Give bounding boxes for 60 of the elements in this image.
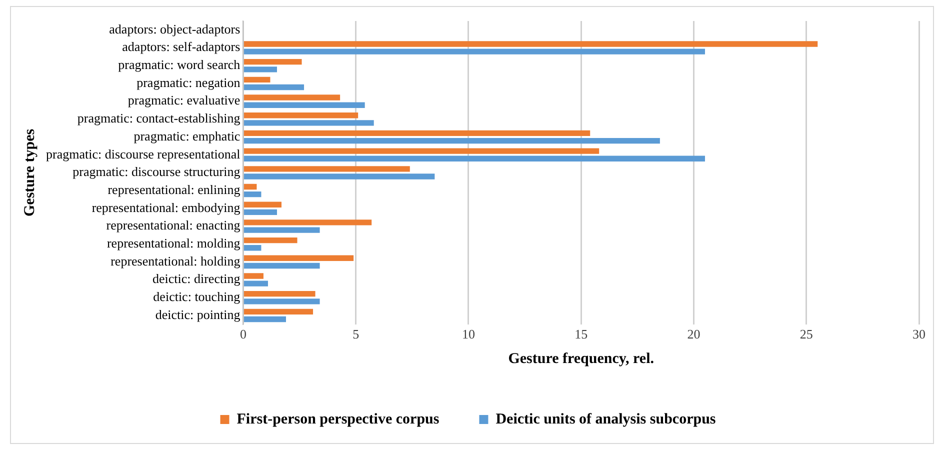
- bar: [244, 76, 270, 83]
- bar: [244, 112, 358, 118]
- y-tick-label: pragmatic: word search: [118, 57, 241, 72]
- y-tick-label: deictic: directing: [152, 271, 241, 286]
- y-tick-label: representational: holding: [110, 253, 241, 268]
- bar: [244, 262, 320, 269]
- bar: [244, 237, 298, 244]
- bar: [244, 316, 286, 322]
- bar: [244, 255, 354, 261]
- y-tick-label: pragmatic: discourse representational: [46, 146, 241, 162]
- x-tick-label: 10: [462, 326, 475, 342]
- y-tick-label: deictic: touching: [153, 289, 241, 304]
- bar: [244, 84, 304, 90]
- bar: [244, 174, 435, 180]
- y-tick-label: deictic: pointing: [155, 306, 241, 322]
- y-tick-label: adaptors: object-adaptors: [109, 21, 240, 36]
- y-tick-label: pragmatic: discourse structuring: [72, 164, 241, 180]
- x-tick-label: 25: [800, 326, 813, 342]
- bar: [244, 220, 372, 226]
- legend-label: Deictic units of analysis subcorpus: [496, 411, 716, 428]
- bar: [244, 130, 590, 136]
- bar: [244, 191, 262, 198]
- x-tick-label: 30: [912, 326, 926, 342]
- bar: [244, 41, 818, 47]
- bar: [244, 298, 320, 304]
- bar: [244, 184, 257, 190]
- bar: [244, 102, 365, 108]
- legend-label: First-person perspective corpus: [236, 411, 440, 428]
- y-tick-label: pragmatic: emphatic: [134, 128, 240, 144]
- bar: [244, 148, 600, 154]
- bar: [244, 245, 262, 251]
- bar: [244, 209, 277, 216]
- x-tick-label: 0: [240, 326, 246, 342]
- bar: [244, 308, 314, 315]
- y-tick-label: representational: embodying: [92, 200, 241, 215]
- bar: [244, 280, 268, 286]
- bar: [244, 58, 302, 65]
- bar: [244, 94, 340, 100]
- bar: [244, 120, 374, 126]
- x-tick-label: 5: [352, 326, 360, 342]
- bar: [244, 227, 320, 233]
- x-tick-label: 20: [687, 326, 700, 342]
- y-tick-label: representational: molding: [106, 236, 241, 251]
- bar: [244, 66, 277, 72]
- bar: [244, 156, 705, 162]
- y-tick-label: representational: enlining: [108, 182, 241, 197]
- x-tick-label: 15: [574, 326, 588, 342]
- bar: [244, 166, 410, 172]
- y-tick-label: pragmatic: contact-establishing: [77, 110, 241, 126]
- y-tick-label: pragmatic: negation: [136, 74, 241, 90]
- bar: [244, 138, 660, 144]
- y-tick-label: adaptors: self-adaptors: [122, 39, 240, 54]
- bar: [244, 290, 316, 297]
- bar: [244, 273, 264, 279]
- bar: [244, 202, 282, 208]
- y-tick-label: representational: enacting: [106, 218, 241, 233]
- y-tick-label: pragmatic: evaluative: [128, 92, 240, 108]
- bar: [244, 48, 705, 54]
- y-axis-title: Gesture types: [22, 128, 38, 217]
- x-axis-title: Gesture frequency, rel.: [508, 350, 654, 367]
